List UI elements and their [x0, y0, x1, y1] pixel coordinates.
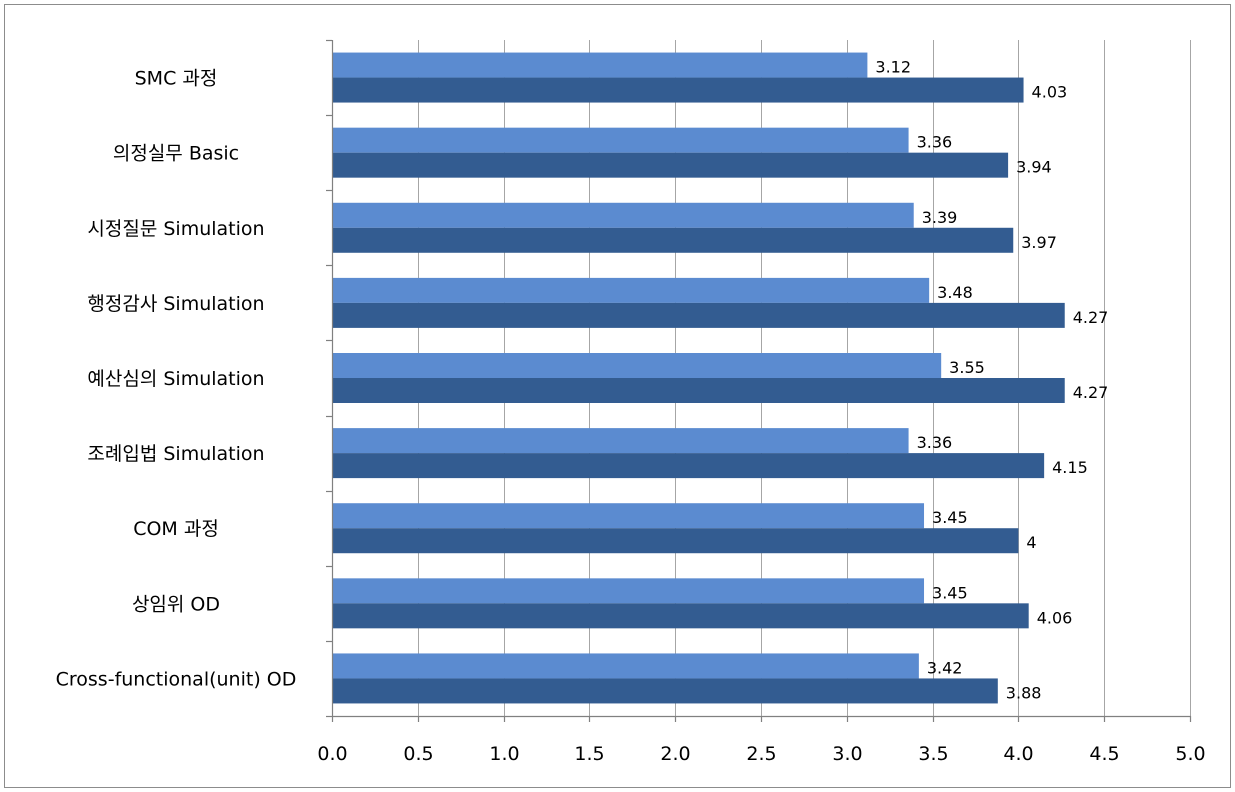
category-label: 의정실무 Basic [113, 143, 239, 165]
x-tick-label: 1.0 [489, 743, 519, 765]
x-tick-labels: 0.0 0.5 1.0 1.5 2.0 2.5 3.0 3.5 4.0 4.5 5.0 [317, 743, 1205, 765]
category-label: 상임위 OD [132, 593, 220, 615]
data-label-series-1: 3.39 [922, 208, 958, 227]
x-tick-label: 0.0 [317, 743, 347, 765]
x-tick-label: 5.0 [1175, 743, 1205, 765]
bar-series-1 [333, 277, 930, 303]
bar-series-1 [333, 428, 909, 454]
category-label: 행정감사 Simulation [87, 293, 264, 315]
data-label-series-1: 3.36 [917, 433, 953, 452]
bar-series-1 [333, 52, 868, 78]
bar-series-2 [333, 678, 998, 704]
bar-series-2 [333, 302, 1065, 328]
bar-series-1 [333, 127, 909, 153]
category-label: 시정질문 Simulation [87, 218, 264, 240]
x-tick-label: 4.0 [1003, 743, 1033, 765]
bar-series-2 [333, 77, 1024, 103]
data-label-series-1: 3.45 [932, 583, 968, 602]
bar-series-1 [333, 353, 942, 378]
data-label-series-2: 3.94 [1016, 158, 1052, 177]
data-label-series-1: 3.45 [932, 508, 968, 527]
x-tick-label: 2.0 [660, 743, 690, 765]
category-label: 예산심의 Simulation [87, 368, 264, 390]
data-label-series-2: 4 [1026, 533, 1036, 552]
x-tick-label: 0.5 [403, 743, 433, 765]
x-tick-label: 3.0 [832, 743, 862, 765]
x-tick-label: 4.5 [1089, 743, 1119, 765]
data-label-series-2: 4.27 [1073, 383, 1109, 402]
x-tick-label: 3.5 [918, 743, 948, 765]
bar-series-1 [333, 202, 914, 228]
data-label-series-1: 3.48 [937, 283, 973, 302]
x-tick-label: 2.5 [746, 743, 776, 765]
data-labels: 3.12 4.03 3.36 3.94 3.39 3.97 3.48 4.27 3.55 4.27… [875, 58, 1108, 703]
data-label-series-1: 3.42 [927, 658, 963, 677]
data-label-series-2: 4.27 [1073, 308, 1109, 327]
bar-series-2 [333, 603, 1029, 629]
bar-series-2 [333, 227, 1014, 253]
bar-series-1 [333, 578, 925, 604]
category-label: Cross-functional(unit) OD [56, 668, 297, 690]
data-label-series-2: 4.06 [1037, 608, 1073, 627]
axes [326, 39, 1192, 722]
bar-series-1 [333, 653, 919, 679]
data-label-series-2: 3.97 [1021, 233, 1057, 252]
bar-series-2 [333, 378, 1065, 403]
bar-series-2 [333, 152, 1009, 178]
category-label: SMC 과정 [135, 68, 218, 90]
data-label-series-1: 3.55 [949, 358, 985, 377]
x-tick-label: 1.5 [574, 743, 604, 765]
data-label-series-2: 4.15 [1052, 458, 1088, 477]
bar-series-2 [333, 453, 1045, 479]
category-label: 조례입법 Simulation [87, 443, 264, 465]
data-label-series-1: 3.36 [917, 133, 953, 152]
data-label-series-2: 3.88 [1006, 683, 1042, 702]
data-label-series-2: 4.03 [1032, 83, 1068, 102]
category-label: COM 과정 [133, 518, 219, 540]
data-label-series-1: 3.12 [875, 58, 911, 77]
bar-series-1 [333, 503, 925, 529]
bar-series-2 [333, 528, 1019, 554]
bars [333, 52, 1065, 704]
